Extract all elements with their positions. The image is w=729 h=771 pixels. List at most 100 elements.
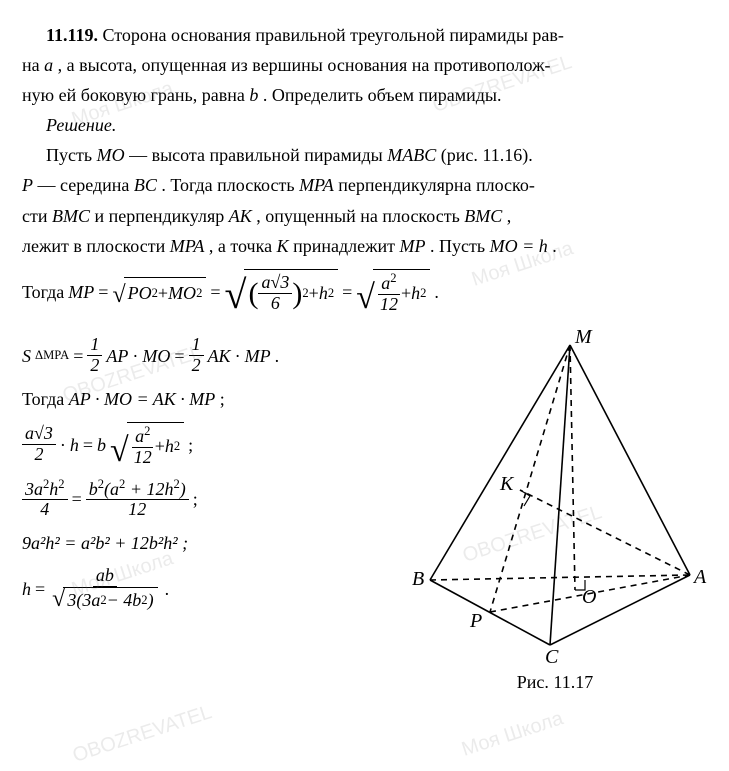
equation-6: 9a²h² = a²b² + 12b²h² ; xyxy=(22,530,392,556)
solution-line: сти BMC и перпендикуляр AK , опущенный н… xyxy=(22,203,707,229)
text: сти xyxy=(22,206,52,226)
sqrt-icon: √ a2 12 + h2 xyxy=(356,269,430,315)
two: 2 xyxy=(189,356,204,376)
text: принадлежит xyxy=(293,236,399,256)
text: перпендикулярна плоско- xyxy=(338,175,535,195)
text: + 12h xyxy=(125,479,173,499)
ab: ab xyxy=(96,565,114,585)
period: . xyxy=(165,576,170,602)
a: a xyxy=(135,426,144,446)
problem-statement: ную ей боковую грань, равна b . Определи… xyxy=(22,82,707,108)
solution-label: Решение. xyxy=(22,112,707,138)
label-a: A xyxy=(692,566,707,588)
text: Тогда xyxy=(22,279,64,305)
text: — высота правильной пирамиды xyxy=(129,145,387,165)
eq: = xyxy=(73,343,83,369)
dot: · xyxy=(60,432,66,458)
text: . xyxy=(552,236,557,256)
mo-eq-h: MO = h xyxy=(490,236,548,256)
var-b: b xyxy=(249,85,258,105)
po: PO xyxy=(128,280,152,306)
text: ) xyxy=(148,591,154,611)
h: h xyxy=(165,433,174,459)
var-a: a xyxy=(44,55,53,75)
sqrt-icon: √ PO2 + MO2 xyxy=(112,277,206,306)
bmc: BMC xyxy=(464,206,502,226)
period: . xyxy=(434,279,439,305)
text: и перпендикуляр xyxy=(95,206,229,226)
ap: AP xyxy=(106,343,128,369)
solution-line: лежит в плоскости MPA , а точка K принад… xyxy=(22,233,707,259)
solution-line: P — середина BC . Тогда плоскость MPA пе… xyxy=(22,172,707,198)
text: — середина xyxy=(38,175,134,195)
label-m: M xyxy=(574,326,593,348)
mabc: MABC xyxy=(387,145,436,165)
text: , xyxy=(507,206,512,226)
mp: MP xyxy=(400,236,426,256)
figure-caption: Рис. 11.17 xyxy=(400,669,710,695)
twelve: 12 xyxy=(377,295,401,315)
mp: MP xyxy=(68,279,94,305)
sqrt3: √3 xyxy=(34,423,53,443)
equation-mp: Тогда MP = √ PO2 + MO2 = √ ( a√3 6 )2 + … xyxy=(22,269,707,316)
sqrt-icon: √ a2 12 + h2 xyxy=(110,422,184,468)
label-c: C xyxy=(545,646,559,665)
two: 2 xyxy=(31,445,46,465)
text: лежит в плоскости xyxy=(22,236,170,256)
mo: MO xyxy=(142,343,170,369)
plus: + xyxy=(155,433,165,459)
mo: MO xyxy=(97,145,125,165)
eq-apmo: AP · MO = AK · MP xyxy=(69,389,215,409)
period: . xyxy=(275,343,280,369)
sqrt3: √3 xyxy=(270,272,289,292)
eq: = xyxy=(72,486,82,512)
ak: AK xyxy=(208,343,231,369)
h: h xyxy=(22,576,31,602)
mpa: MPA xyxy=(299,175,334,195)
text: 3(3a xyxy=(67,591,100,611)
solution-line: Тогда AP · MO = AK · MP ; xyxy=(22,386,392,412)
eq: = xyxy=(83,432,93,458)
s: S xyxy=(22,343,31,369)
bmc: BMC xyxy=(52,206,90,226)
problem-statement: на a , а высота, опущенная из вершины ос… xyxy=(22,52,707,78)
semi: ; xyxy=(193,486,198,512)
bc: BC xyxy=(134,175,157,195)
eq: = xyxy=(174,343,184,369)
plus: + xyxy=(401,280,411,306)
problem-statement: 11.119. Сторона основания правильной тре… xyxy=(22,22,707,48)
text: . Пусть xyxy=(430,236,490,256)
one: 1 xyxy=(189,335,204,356)
equation-5: 3a2h2 4 = b2(a2 + 12h2) 12 ; xyxy=(22,478,392,521)
eq: = xyxy=(342,279,352,305)
p: P xyxy=(22,175,33,195)
mpa: MPA xyxy=(170,236,205,256)
plus: + xyxy=(309,280,319,306)
dot: · xyxy=(132,343,138,369)
text: (рис. 11.16). xyxy=(441,145,533,165)
twelve: 12 xyxy=(131,448,155,468)
text: − 4b xyxy=(107,591,142,611)
semi: ; xyxy=(188,432,193,458)
watermark: Моя Школа xyxy=(458,704,567,764)
one: 1 xyxy=(87,335,102,356)
four: 4 xyxy=(37,500,52,520)
k: K xyxy=(277,236,289,256)
text: , а высота, опущенная из вершины основан… xyxy=(58,55,551,75)
eq: = xyxy=(210,279,220,305)
twelve: 12 xyxy=(125,500,149,520)
equation-4: a√3 2 · h = b √ a2 12 + h2 ; xyxy=(22,422,392,468)
sqrt-icon: √ 3(3a2 − 4b2) xyxy=(52,587,157,611)
label-k: K xyxy=(499,473,515,495)
num: 3a xyxy=(25,479,43,499)
six: 6 xyxy=(268,294,283,314)
paren: (a xyxy=(104,479,119,499)
h: h xyxy=(411,280,420,306)
eq: = xyxy=(35,576,45,602)
text: . Тогда плоскость xyxy=(161,175,299,195)
text: , а точка xyxy=(209,236,277,256)
sqrt-icon: √ ( a√3 6 )2 + h2 xyxy=(225,269,339,316)
text: ную ей боковую грань, равна xyxy=(22,85,249,105)
text: на xyxy=(22,55,44,75)
text: Пусть xyxy=(46,145,97,165)
